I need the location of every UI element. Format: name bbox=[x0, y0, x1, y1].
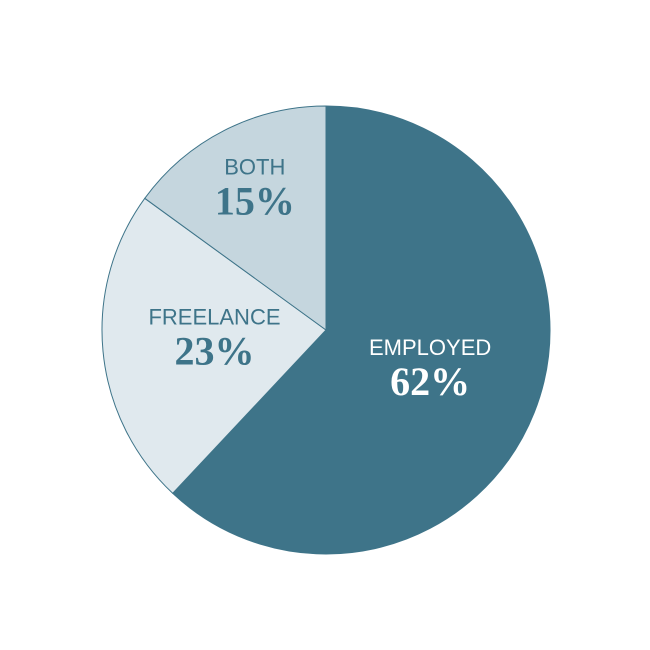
pie-slice bbox=[101, 197, 327, 494]
slice-value-label: 23% bbox=[174, 329, 254, 374]
pie-slice bbox=[144, 105, 327, 331]
slice-category-label: BOTH bbox=[224, 154, 285, 179]
slice-category-label: FREELANCE bbox=[148, 305, 280, 330]
slice-value-label: 15% bbox=[215, 178, 295, 223]
slice-value-label: 62% bbox=[390, 359, 470, 404]
slice-category-label: EMPLOYED bbox=[369, 335, 491, 360]
pie-slice bbox=[171, 105, 551, 555]
